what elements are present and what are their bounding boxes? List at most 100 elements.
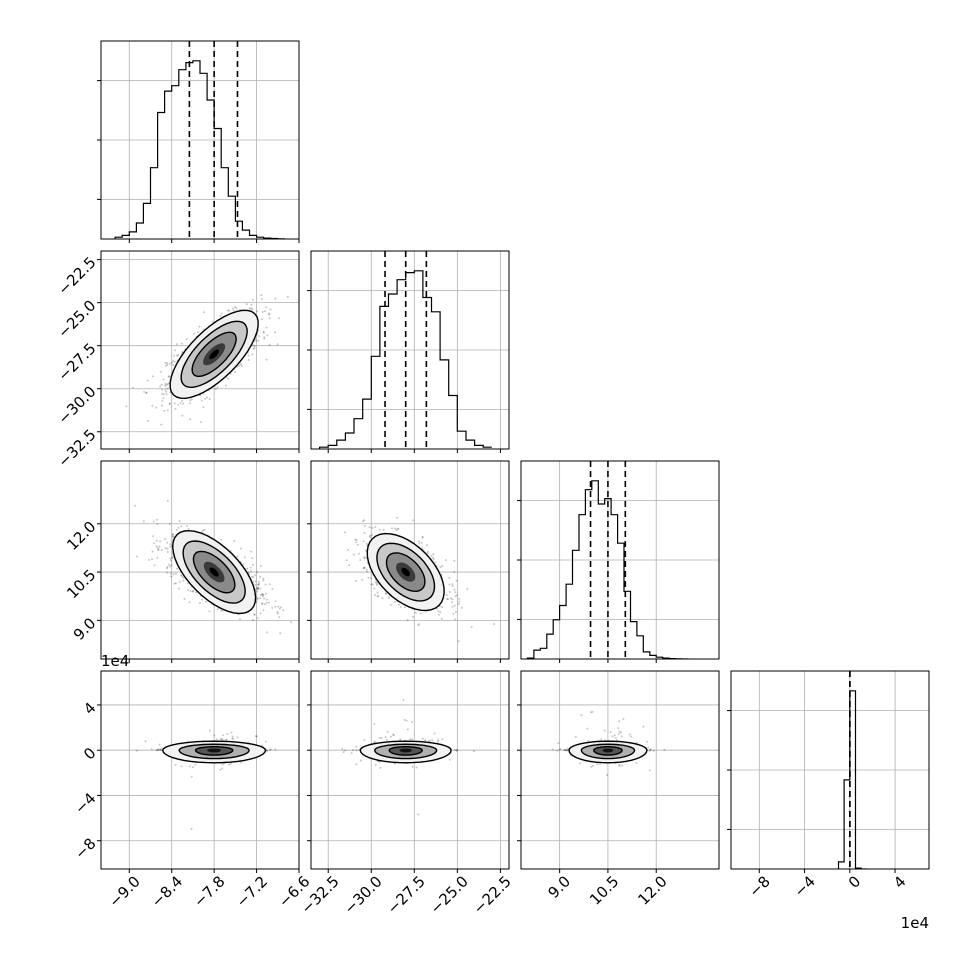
scatter-point (177, 587, 180, 590)
scatter-point (235, 307, 238, 310)
scatter-point (265, 306, 268, 309)
scatter-point (239, 761, 242, 764)
scatter-point (345, 559, 348, 562)
scatter-point (414, 611, 417, 614)
scatter-point (256, 586, 259, 589)
scatter-point (263, 336, 266, 339)
scatter-point (220, 312, 223, 315)
scatter-point (445, 559, 447, 562)
panel-2-2 (517, 460, 720, 663)
scatter-point (375, 582, 378, 585)
scatter-point (266, 598, 268, 601)
scatter-point (188, 601, 191, 604)
scatter-point (176, 354, 179, 357)
scatter-point (202, 406, 205, 409)
scatter-point (244, 556, 247, 559)
scatter-point (158, 545, 161, 548)
contour-level (209, 349, 219, 360)
scatter-point (448, 758, 451, 761)
scatter-point (451, 601, 454, 604)
scatter-point (208, 398, 211, 401)
scatter-point (164, 361, 167, 364)
scatter-point (260, 294, 263, 297)
scatter-point (176, 528, 178, 531)
scatter-point (454, 610, 457, 613)
scatter-point (179, 574, 182, 577)
scatter-point (399, 738, 402, 741)
scatter-point (150, 748, 153, 751)
scatter-point (164, 547, 167, 549)
scatter-point (363, 566, 366, 569)
scatter-point (417, 813, 420, 816)
scatter-point (227, 377, 230, 380)
scatter-point (161, 392, 164, 395)
scatter-point (166, 571, 169, 574)
scatter-point (261, 744, 264, 747)
scatter-point (160, 549, 163, 552)
scatter-point (172, 573, 175, 576)
scatter-point (256, 590, 259, 593)
scatter-point (161, 388, 163, 391)
scatter-point (167, 382, 170, 385)
panel-2-1 (307, 460, 510, 663)
scatter-point (189, 590, 192, 592)
scatter-point (274, 605, 277, 608)
scatter-point (412, 519, 415, 522)
scatter-point (194, 763, 197, 766)
scatter-point (261, 602, 264, 605)
scatter-point (274, 331, 276, 334)
scatter-point (360, 759, 362, 762)
scatter-point (354, 538, 357, 541)
scatter-point (446, 598, 449, 600)
scatter-point (160, 423, 163, 426)
scatter-point (174, 763, 177, 766)
scatter-point (221, 737, 224, 740)
panel-frame (100, 40, 300, 240)
scatter-point (153, 564, 156, 567)
scatter-point (225, 384, 227, 387)
scatter-point (347, 548, 349, 551)
histogram-step (526, 480, 689, 659)
scatter-point (152, 520, 155, 523)
scatter-point (403, 718, 406, 721)
scatter-point (409, 738, 412, 741)
scatter-point (228, 309, 231, 312)
scatter-point (217, 608, 219, 610)
scatter-point (172, 359, 175, 362)
scatter-point (171, 556, 174, 559)
scatter-point (196, 331, 199, 334)
scatter-point (436, 740, 439, 743)
scatter-point (439, 611, 442, 614)
scatter-point (258, 335, 261, 338)
scatter-point (262, 594, 265, 596)
scatter-point (257, 583, 260, 586)
scatter-point (617, 733, 620, 736)
scatter-point (156, 518, 158, 521)
scatter-point (166, 383, 169, 386)
scatter-point (164, 538, 167, 540)
scatter-point (426, 544, 429, 547)
scatter-point (215, 738, 218, 741)
scatter-point (394, 600, 397, 603)
scatter-point (172, 535, 175, 538)
scatter-point (420, 541, 423, 544)
scatter-point (260, 298, 263, 301)
panel-frame (100, 460, 300, 660)
scatter-point (251, 575, 253, 578)
scatter-point (165, 390, 168, 393)
scatter-point (180, 342, 183, 345)
scatter-point (426, 550, 429, 553)
scatter-point (189, 399, 192, 402)
scatter-point (276, 343, 279, 346)
scatter-point (169, 557, 172, 560)
scatter-point (357, 552, 360, 555)
scatter-point (220, 609, 223, 612)
scatter-point (274, 600, 277, 603)
scatter-point (219, 314, 222, 317)
scatter-point (365, 568, 368, 571)
scatter-point (158, 743, 161, 746)
scatter-point (234, 306, 237, 308)
scatter-point (441, 565, 444, 568)
scatter-point (159, 385, 162, 388)
